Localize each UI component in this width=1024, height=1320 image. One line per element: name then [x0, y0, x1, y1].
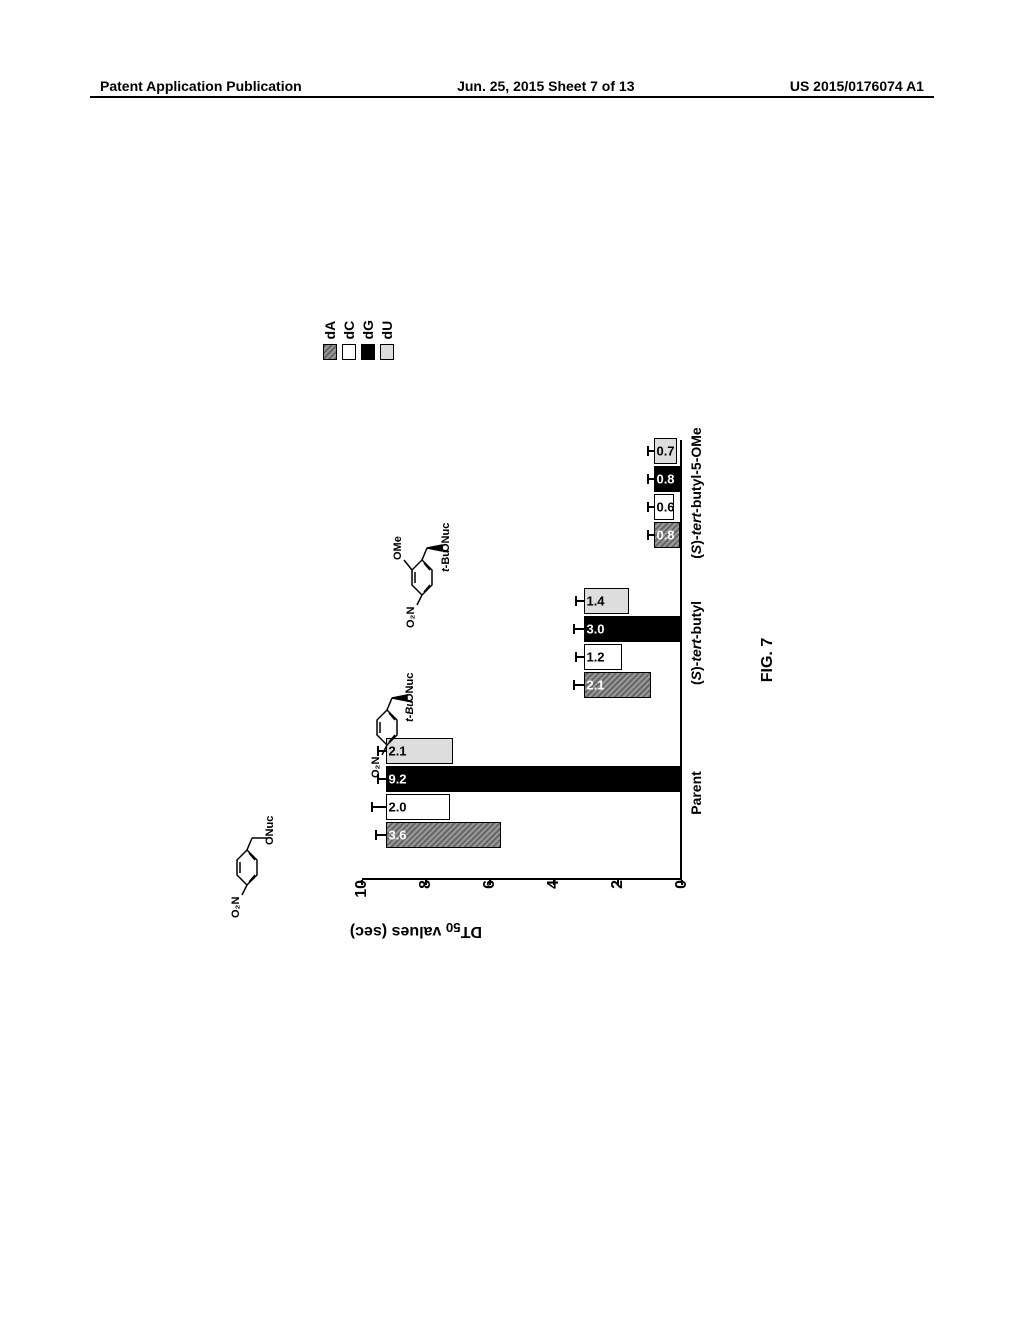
error-cap [647, 446, 649, 456]
bar-value-label: 1.4 [586, 594, 604, 609]
figure-caption: FIG. 7 [759, 638, 777, 682]
bar-value-label: 2.1 [586, 678, 604, 693]
error-bar [649, 506, 655, 508]
y-tick-mark [553, 880, 555, 885]
legend: dAdCdGdU [322, 320, 395, 360]
bar-value-label: 2.0 [388, 800, 406, 815]
x-category-label: (S)-tert-butyl [688, 601, 704, 685]
legend-label: dU [379, 321, 395, 340]
error-bar [577, 600, 585, 602]
header-left: Patent Application Publication [100, 78, 302, 94]
bar-value-label: 0.8 [657, 472, 675, 487]
bar-value-label: 1.2 [586, 650, 604, 665]
mol2-onuc: ONuc [404, 673, 416, 702]
header-right: US 2015/0176074 A1 [790, 78, 924, 94]
mol2-tbu: t-Bu [404, 700, 416, 722]
error-cap [573, 680, 575, 690]
error-bar [649, 478, 655, 480]
error-cap [575, 652, 577, 662]
legend-label: dA [322, 321, 338, 340]
y-tick-mark [681, 880, 683, 885]
legend-label: dC [341, 321, 357, 340]
error-bar [649, 534, 655, 536]
bar: 1.4 [584, 588, 629, 614]
bar: 1.2 [584, 644, 622, 670]
y-tick-mark [361, 880, 363, 885]
error-cap [647, 530, 649, 540]
legend-item: dC [341, 320, 357, 360]
bar: 0.6 [654, 494, 673, 520]
bar-value-label: 0.7 [657, 444, 675, 459]
error-cap [371, 802, 373, 812]
legend-swatch [380, 344, 394, 360]
chart-container: DT50 values (sec) 0246810 3.6 2.0 9.2 2.1 Pa… [292, 380, 732, 940]
plot-area: 3.62.09.22.1Parent2.11.23.01.4(S)-tert-b… [362, 440, 682, 880]
bar-value-label: 0.8 [657, 528, 675, 543]
mol3-tbu: t-Bu [440, 550, 452, 572]
bar: 2.1 [584, 672, 651, 698]
y-tick-mark [425, 880, 427, 885]
error-bar [577, 656, 585, 658]
bar: 0.8 [654, 522, 680, 548]
error-bar [379, 778, 387, 780]
error-bar [373, 806, 387, 808]
legend-item: dG [360, 320, 376, 360]
bar-value-label: 3.0 [586, 622, 604, 637]
bar: 3.0 [584, 616, 680, 642]
y-axis-label: DT50 values (sec) [350, 920, 482, 940]
legend-item: dU [379, 320, 395, 360]
error-bar [575, 628, 585, 630]
y-tick-mark [489, 880, 491, 885]
bar-value-label: 3.6 [388, 828, 406, 843]
legend-swatch [342, 344, 356, 360]
header-center: Jun. 25, 2015 Sheet 7 of 13 [457, 78, 634, 94]
error-cap [575, 596, 577, 606]
legend-label: dG [360, 320, 376, 339]
legend-swatch [323, 344, 337, 360]
error-cap [375, 830, 377, 840]
bar-value-label: 0.6 [657, 500, 675, 515]
bar: 3.6 [386, 822, 501, 848]
mol3-onuc: ONuc [440, 523, 452, 552]
x-category-label: Parent [688, 771, 704, 815]
legend-swatch [361, 344, 375, 360]
error-cap [647, 474, 649, 484]
header-divider [90, 96, 934, 98]
mol3-ome: OMe [392, 536, 404, 560]
error-bar [377, 834, 387, 836]
x-category-label: (S)-tert-butyl-5-OMe [688, 427, 704, 558]
mol2-no2: O₂N [370, 757, 382, 778]
bar: 2.0 [386, 794, 450, 820]
bar: 0.7 [654, 438, 676, 464]
bar: 0.8 [654, 466, 680, 492]
molecule-tert-butyl-ome: O₂N ONuc t-Bu OMe [392, 510, 475, 610]
bar-value-label: 9.2 [388, 772, 406, 787]
error-cap [647, 502, 649, 512]
molecule-parent: O₂N ONuc [222, 810, 295, 900]
bar-group: 0.80.60.80.7(S)-tert-butyl-5-OMe [654, 438, 680, 548]
page-header: Patent Application Publication Jun. 25, … [0, 78, 1024, 94]
bar: 9.2 [386, 766, 680, 792]
bar-group: 2.11.23.01.4(S)-tert-butyl [584, 588, 680, 698]
error-bar [575, 684, 585, 686]
y-tick-mark [617, 880, 619, 885]
error-bar [649, 450, 655, 452]
y-axis: 0246810 [362, 880, 682, 910]
error-cap [573, 624, 575, 634]
molecule-tert-butyl: O₂N ONuc t-Bu [362, 665, 440, 760]
mol1-onuc: ONuc [264, 816, 276, 845]
legend-item: dA [322, 320, 338, 360]
mol3-no2: O₂N [405, 607, 417, 628]
mol1-no2: O₂N [230, 897, 242, 918]
